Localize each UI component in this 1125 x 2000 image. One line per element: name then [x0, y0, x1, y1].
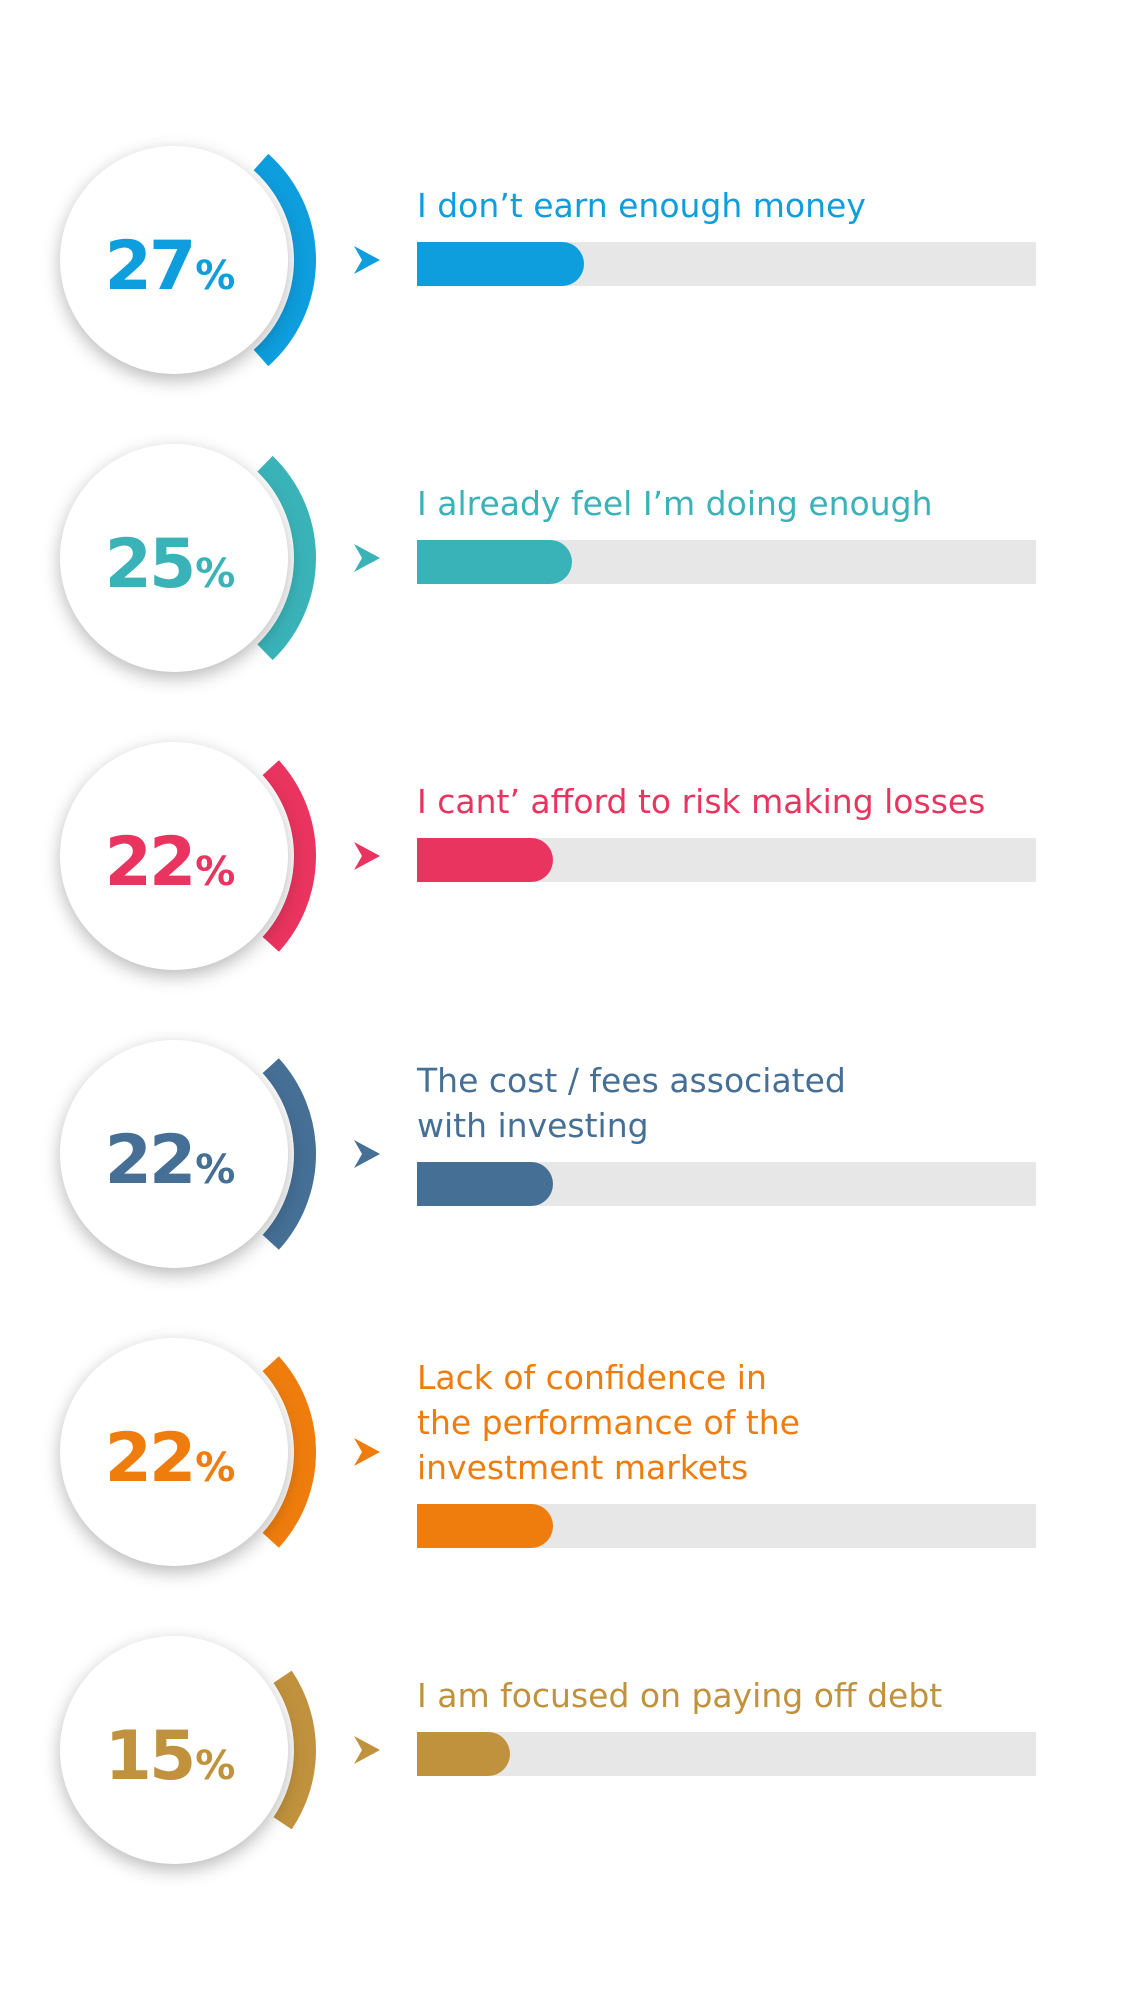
percent-value: 22% — [105, 1121, 236, 1200]
percent-value: 22% — [105, 823, 236, 902]
reason-row: 27% I don’t earn enough money — [0, 110, 1125, 410]
reason-row: 22% Lack of confidence in the performance… — [0, 1302, 1125, 1602]
percent-circle: 22% — [60, 1040, 288, 1268]
bar-track — [417, 242, 1036, 286]
reason-label: I am focused on paying off debt — [417, 1676, 943, 1715]
chevron-right-icon — [352, 840, 382, 872]
percent-number: 22 — [104, 822, 197, 902]
value-arc — [54, 706, 384, 1006]
value-arc-svg — [262, 760, 316, 952]
percent-value: 27% — [105, 227, 236, 306]
value-arc-segment — [262, 1058, 316, 1250]
bar-track — [417, 1504, 1036, 1548]
value-arc-segment — [257, 455, 316, 661]
reason-row: 15% I am focused on paying off debt — [0, 1600, 1125, 1900]
percent-sign: % — [195, 550, 236, 597]
value-arc-svg — [262, 1356, 316, 1548]
bar-fill — [417, 540, 572, 584]
value-arc-segment — [273, 1670, 316, 1830]
reason-label: Lack of confidence in the performance of… — [417, 1358, 800, 1487]
bar-track — [417, 1162, 1036, 1206]
reason-row: 22% The cost / fees associated with inves… — [0, 1004, 1125, 1304]
chevron-right-icon — [352, 1436, 382, 1468]
value-arc — [54, 1302, 384, 1602]
value-arc-segment — [262, 1356, 316, 1548]
percent-circle: 22% — [60, 1338, 288, 1566]
reason-row: 22% I cant’ afford to risk making losses — [0, 706, 1125, 1006]
percent-value: 25% — [105, 525, 236, 604]
percent-sign: % — [195, 1742, 236, 1789]
percent-number: 25 — [104, 524, 197, 604]
bar-fill — [417, 1162, 554, 1206]
percent-number: 22 — [104, 1120, 197, 1200]
value-arc — [54, 408, 384, 708]
percent-circle: 15% — [60, 1636, 288, 1864]
reason-label: I don’t earn enough money — [417, 186, 866, 225]
percent-sign: % — [195, 848, 236, 895]
value-arc — [54, 110, 384, 410]
reason-row: 25% I already feel I’m doing enough — [0, 408, 1125, 708]
value-arc-svg — [253, 153, 316, 367]
percent-number: 15 — [104, 1716, 197, 1796]
bar-track — [417, 1732, 1036, 1776]
bar-fill — [417, 1732, 510, 1776]
percent-number: 27 — [104, 226, 197, 306]
percent-number: 22 — [104, 1418, 197, 1498]
value-arc-svg — [273, 1670, 316, 1830]
percent-sign: % — [195, 1146, 236, 1193]
percent-value: 15% — [105, 1717, 236, 1796]
bar-track — [417, 838, 1036, 882]
chevron-right-icon — [352, 542, 382, 574]
reason-label: The cost / fees associated with investin… — [417, 1061, 846, 1145]
value-arc-segment — [262, 760, 316, 952]
bar-fill — [417, 1504, 554, 1548]
bar-fill — [417, 242, 585, 286]
chevron-right-icon — [352, 1138, 382, 1170]
chevron-right-icon — [352, 244, 382, 276]
percent-sign: % — [195, 252, 236, 299]
value-arc — [54, 1004, 384, 1304]
value-arc-svg — [257, 455, 316, 661]
reason-label: I already feel I’m doing enough — [417, 484, 933, 523]
percent-circle: 22% — [60, 742, 288, 970]
reason-label: I cant’ afford to risk making losses — [417, 782, 986, 821]
percent-circle: 27% — [60, 146, 288, 374]
percent-sign: % — [195, 1444, 236, 1491]
bar-track — [417, 540, 1036, 584]
value-arc — [54, 1600, 384, 1900]
bar-fill — [417, 838, 554, 882]
percent-value: 22% — [105, 1419, 236, 1498]
value-arc-segment — [253, 153, 316, 367]
chevron-right-icon — [352, 1734, 382, 1766]
percent-circle: 25% — [60, 444, 288, 672]
value-arc-svg — [262, 1058, 316, 1250]
